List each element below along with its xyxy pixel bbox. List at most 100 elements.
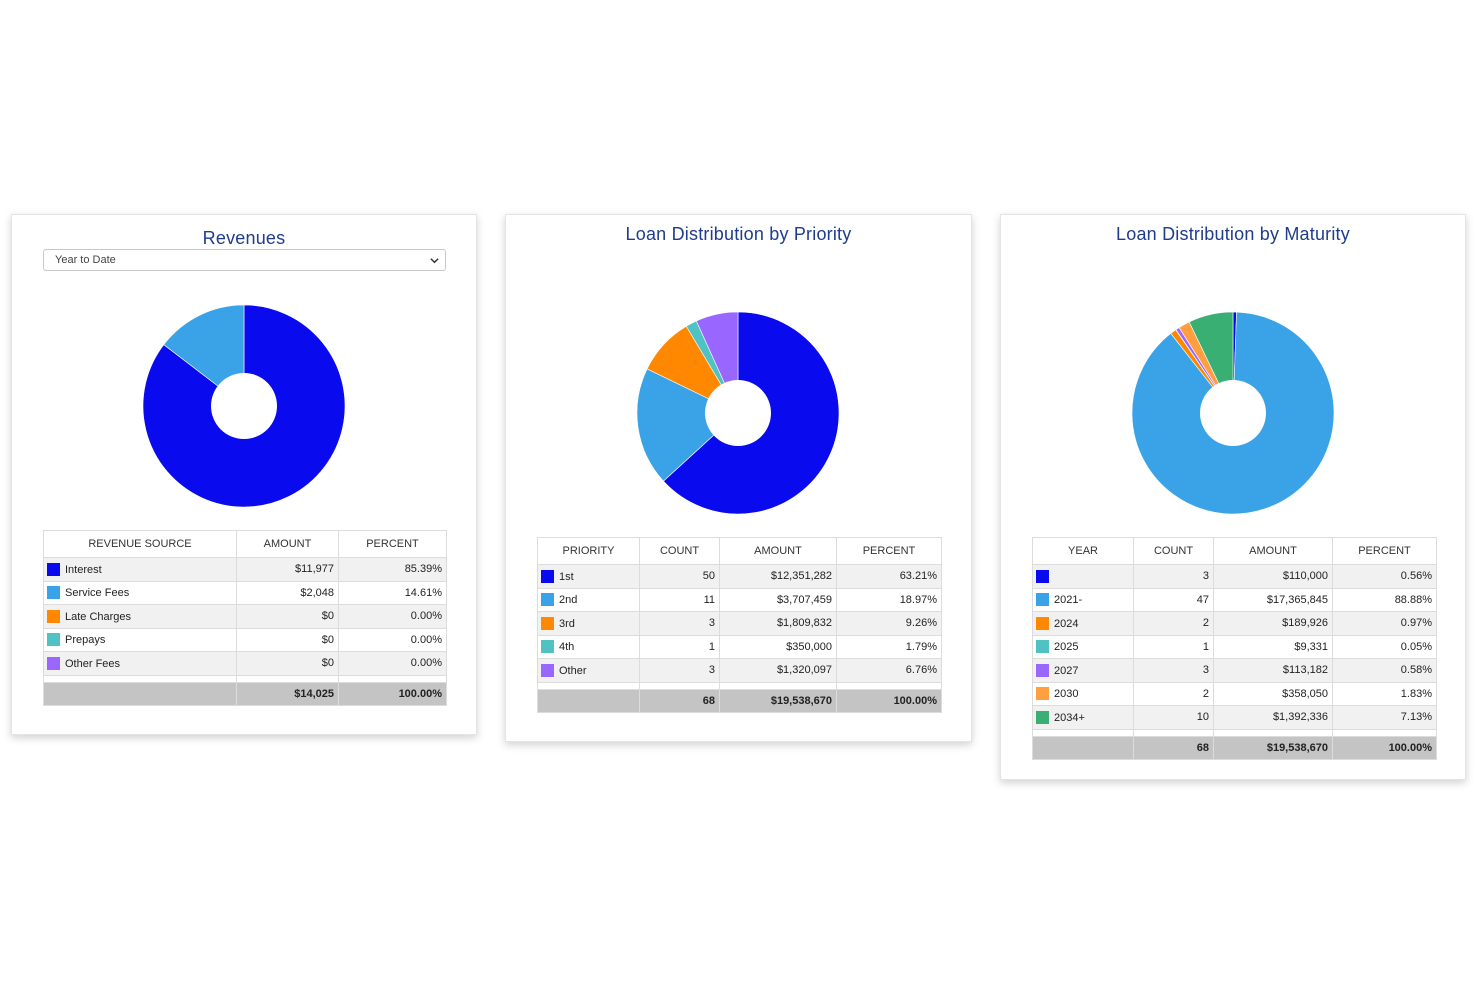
legend-swatch <box>541 616 554 630</box>
total-row: $14,025 100.00% <box>43 681 447 706</box>
legend-swatch <box>1036 616 1049 630</box>
row-label-cell: Other Fees <box>43 651 237 676</box>
table-row: 2025 1 $9,331 0.05% <box>1032 634 1437 659</box>
table-row: 2021- 47 $17,365,845 88.88% <box>1032 587 1437 612</box>
row-label: 3rd <box>559 617 575 630</box>
table-row: Late Charges $0 0.00% <box>43 604 447 629</box>
row-label: Late Charges <box>65 610 132 623</box>
row-label: 2nd <box>559 594 578 607</box>
row-amount: $11,977 <box>236 557 339 582</box>
row-label-cell: 1st <box>537 564 640 589</box>
row-percent: 63.21% <box>836 564 942 589</box>
col-header-percent: PERCENT <box>836 537 942 565</box>
row-amount: $2,048 <box>236 580 339 605</box>
row-percent: 0.97% <box>1332 611 1437 636</box>
row-label-cell: Interest <box>43 557 237 582</box>
row-percent: 0.56% <box>1332 564 1437 589</box>
doughnut-hole <box>211 373 277 439</box>
row-percent: 0.58% <box>1332 658 1437 683</box>
row-label-cell: 2nd <box>537 587 640 612</box>
legend-swatch <box>541 569 554 583</box>
row-amount: $358,050 <box>1213 681 1333 706</box>
table-row: Other Fees $0 0.00% <box>43 651 447 676</box>
row-label-cell <box>1032 564 1134 589</box>
priority-table: PRIORITY COUNT AMOUNT PERCENT 1st 50 $12,3… <box>537 537 942 713</box>
row-label-cell: 2030 <box>1032 681 1134 706</box>
priority-pie-chart <box>636 311 840 515</box>
row-label-cell: 2021- <box>1032 587 1134 612</box>
total-percent: 100.00% <box>338 681 447 706</box>
row-percent: 1.83% <box>1332 681 1437 706</box>
legend-swatch <box>47 609 60 623</box>
row-percent: 9.26% <box>836 611 942 636</box>
col-header-priority: PRIORITY <box>537 537 640 565</box>
row-percent: 6.76% <box>836 658 942 683</box>
col-header-amount: AMOUNT <box>236 530 339 558</box>
priority-card: Loan Distribution by Priority PRIORITY C… <box>505 214 972 742</box>
row-label: Other Fees <box>65 657 121 670</box>
table-row: 2030 2 $358,050 1.83% <box>1032 681 1437 706</box>
legend-swatch <box>1036 663 1049 677</box>
row-label: Interest <box>65 563 102 576</box>
row-label-cell: Prepays <box>43 627 237 652</box>
doughnut-hole <box>705 380 771 446</box>
table-row: 1st 50 $12,351,282 63.21% <box>537 564 942 589</box>
legend-swatch <box>1036 687 1049 701</box>
revenues-table: REVENUE SOURCE AMOUNT PERCENT Interest $1… <box>43 530 447 706</box>
row-amount: $3,707,459 <box>719 587 837 612</box>
legend-swatch <box>1036 710 1049 724</box>
total-amount: $19,538,670 <box>719 688 837 713</box>
col-header-count: COUNT <box>639 537 720 565</box>
legend-swatch <box>47 562 60 576</box>
row-label-cell: Other <box>537 658 640 683</box>
total-row: 68 $19,538,670 100.00% <box>537 688 942 713</box>
legend-swatch <box>541 640 554 654</box>
period-select[interactable]: Year to Date <box>43 249 446 271</box>
maturity-pie-chart <box>1131 311 1335 515</box>
maturity-title: Loan Distribution by Maturity <box>1116 224 1350 244</box>
row-amount: $0 <box>236 651 339 676</box>
row-percent: 0.05% <box>1332 634 1437 659</box>
row-amount: $12,351,282 <box>719 564 837 589</box>
row-amount: $1,392,336 <box>1213 705 1333 730</box>
row-label-cell: 2024 <box>1032 611 1134 636</box>
table-row: 3rd 3 $1,809,832 9.26% <box>537 611 942 636</box>
col-header-percent: PERCENT <box>1332 537 1437 565</box>
row-amount: $113,182 <box>1213 658 1333 683</box>
period-select-value: Year to Date <box>55 254 116 266</box>
row-count: 10 <box>1133 705 1214 730</box>
row-label-cell: 2034+ <box>1032 705 1134 730</box>
revenues-card: Revenues Year to Date REVENUE SOURCE AMO… <box>11 214 477 735</box>
table-row: 2034+ 10 $1,392,336 7.13% <box>1032 705 1437 730</box>
row-label: 1st <box>559 570 574 583</box>
total-count: 68 <box>1133 735 1214 760</box>
row-count: 3 <box>639 611 720 636</box>
row-label-cell: 2027 <box>1032 658 1134 683</box>
row-label: 2025 <box>1054 641 1079 654</box>
row-amount: $1,320,097 <box>719 658 837 683</box>
row-count: 3 <box>1133 564 1214 589</box>
row-percent: 0.00% <box>338 651 447 676</box>
spacer-row <box>537 681 942 690</box>
row-percent: 88.88% <box>1332 587 1437 612</box>
row-label-cell: 4th <box>537 634 640 659</box>
row-percent: 85.39% <box>338 557 447 582</box>
row-amount: $110,000 <box>1213 564 1333 589</box>
maturity-card: Loan Distribution by Maturity YEAR COUNT… <box>1000 214 1466 780</box>
table-row: Other 3 $1,320,097 6.76% <box>537 658 942 683</box>
row-label: 4th <box>559 641 575 654</box>
legend-swatch <box>1036 640 1049 654</box>
legend-swatch <box>541 593 554 607</box>
row-percent: 1.79% <box>836 634 942 659</box>
table-row: Interest $11,977 85.39% <box>43 557 447 582</box>
row-label: 2027 <box>1054 664 1079 677</box>
row-count: 11 <box>639 587 720 612</box>
row-label: 2021- <box>1054 594 1083 607</box>
row-percent: 0.00% <box>338 604 447 629</box>
maturity-table: YEAR COUNT AMOUNT PERCENT 3 $110,000 0.56%… <box>1032 537 1437 760</box>
pie-slice[interactable] <box>636 368 739 482</box>
row-count: 3 <box>1133 658 1214 683</box>
row-percent: 0.00% <box>338 627 447 652</box>
legend-swatch <box>1036 569 1049 583</box>
col-header-count: COUNT <box>1133 537 1214 565</box>
